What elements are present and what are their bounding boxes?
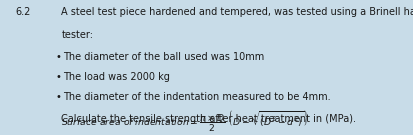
- Text: $\mathit{Surface\ area\ of\ indentation} = \dfrac{\pi \times D}{2}\ \left\{D - \: $\mathit{Surface\ area\ of\ indentation}…: [61, 109, 309, 134]
- Text: Calculate the tensile strength after heat treatment in (MPa).: Calculate the tensile strength after hea…: [61, 114, 356, 124]
- Text: tester:: tester:: [61, 30, 93, 40]
- Text: •: •: [55, 72, 61, 82]
- Text: The diameter of the indentation measured to be 4mm.: The diameter of the indentation measured…: [63, 92, 330, 102]
- Text: •: •: [55, 52, 61, 62]
- Text: A steel test piece hardened and tempered, was tested using a Brinell hardness: A steel test piece hardened and tempered…: [61, 7, 413, 17]
- Text: 6.2: 6.2: [16, 7, 31, 17]
- Text: The diameter of the ball used was 10mm: The diameter of the ball used was 10mm: [63, 52, 264, 62]
- Text: •: •: [55, 92, 61, 102]
- Text: The load was 2000 kg: The load was 2000 kg: [63, 72, 170, 82]
